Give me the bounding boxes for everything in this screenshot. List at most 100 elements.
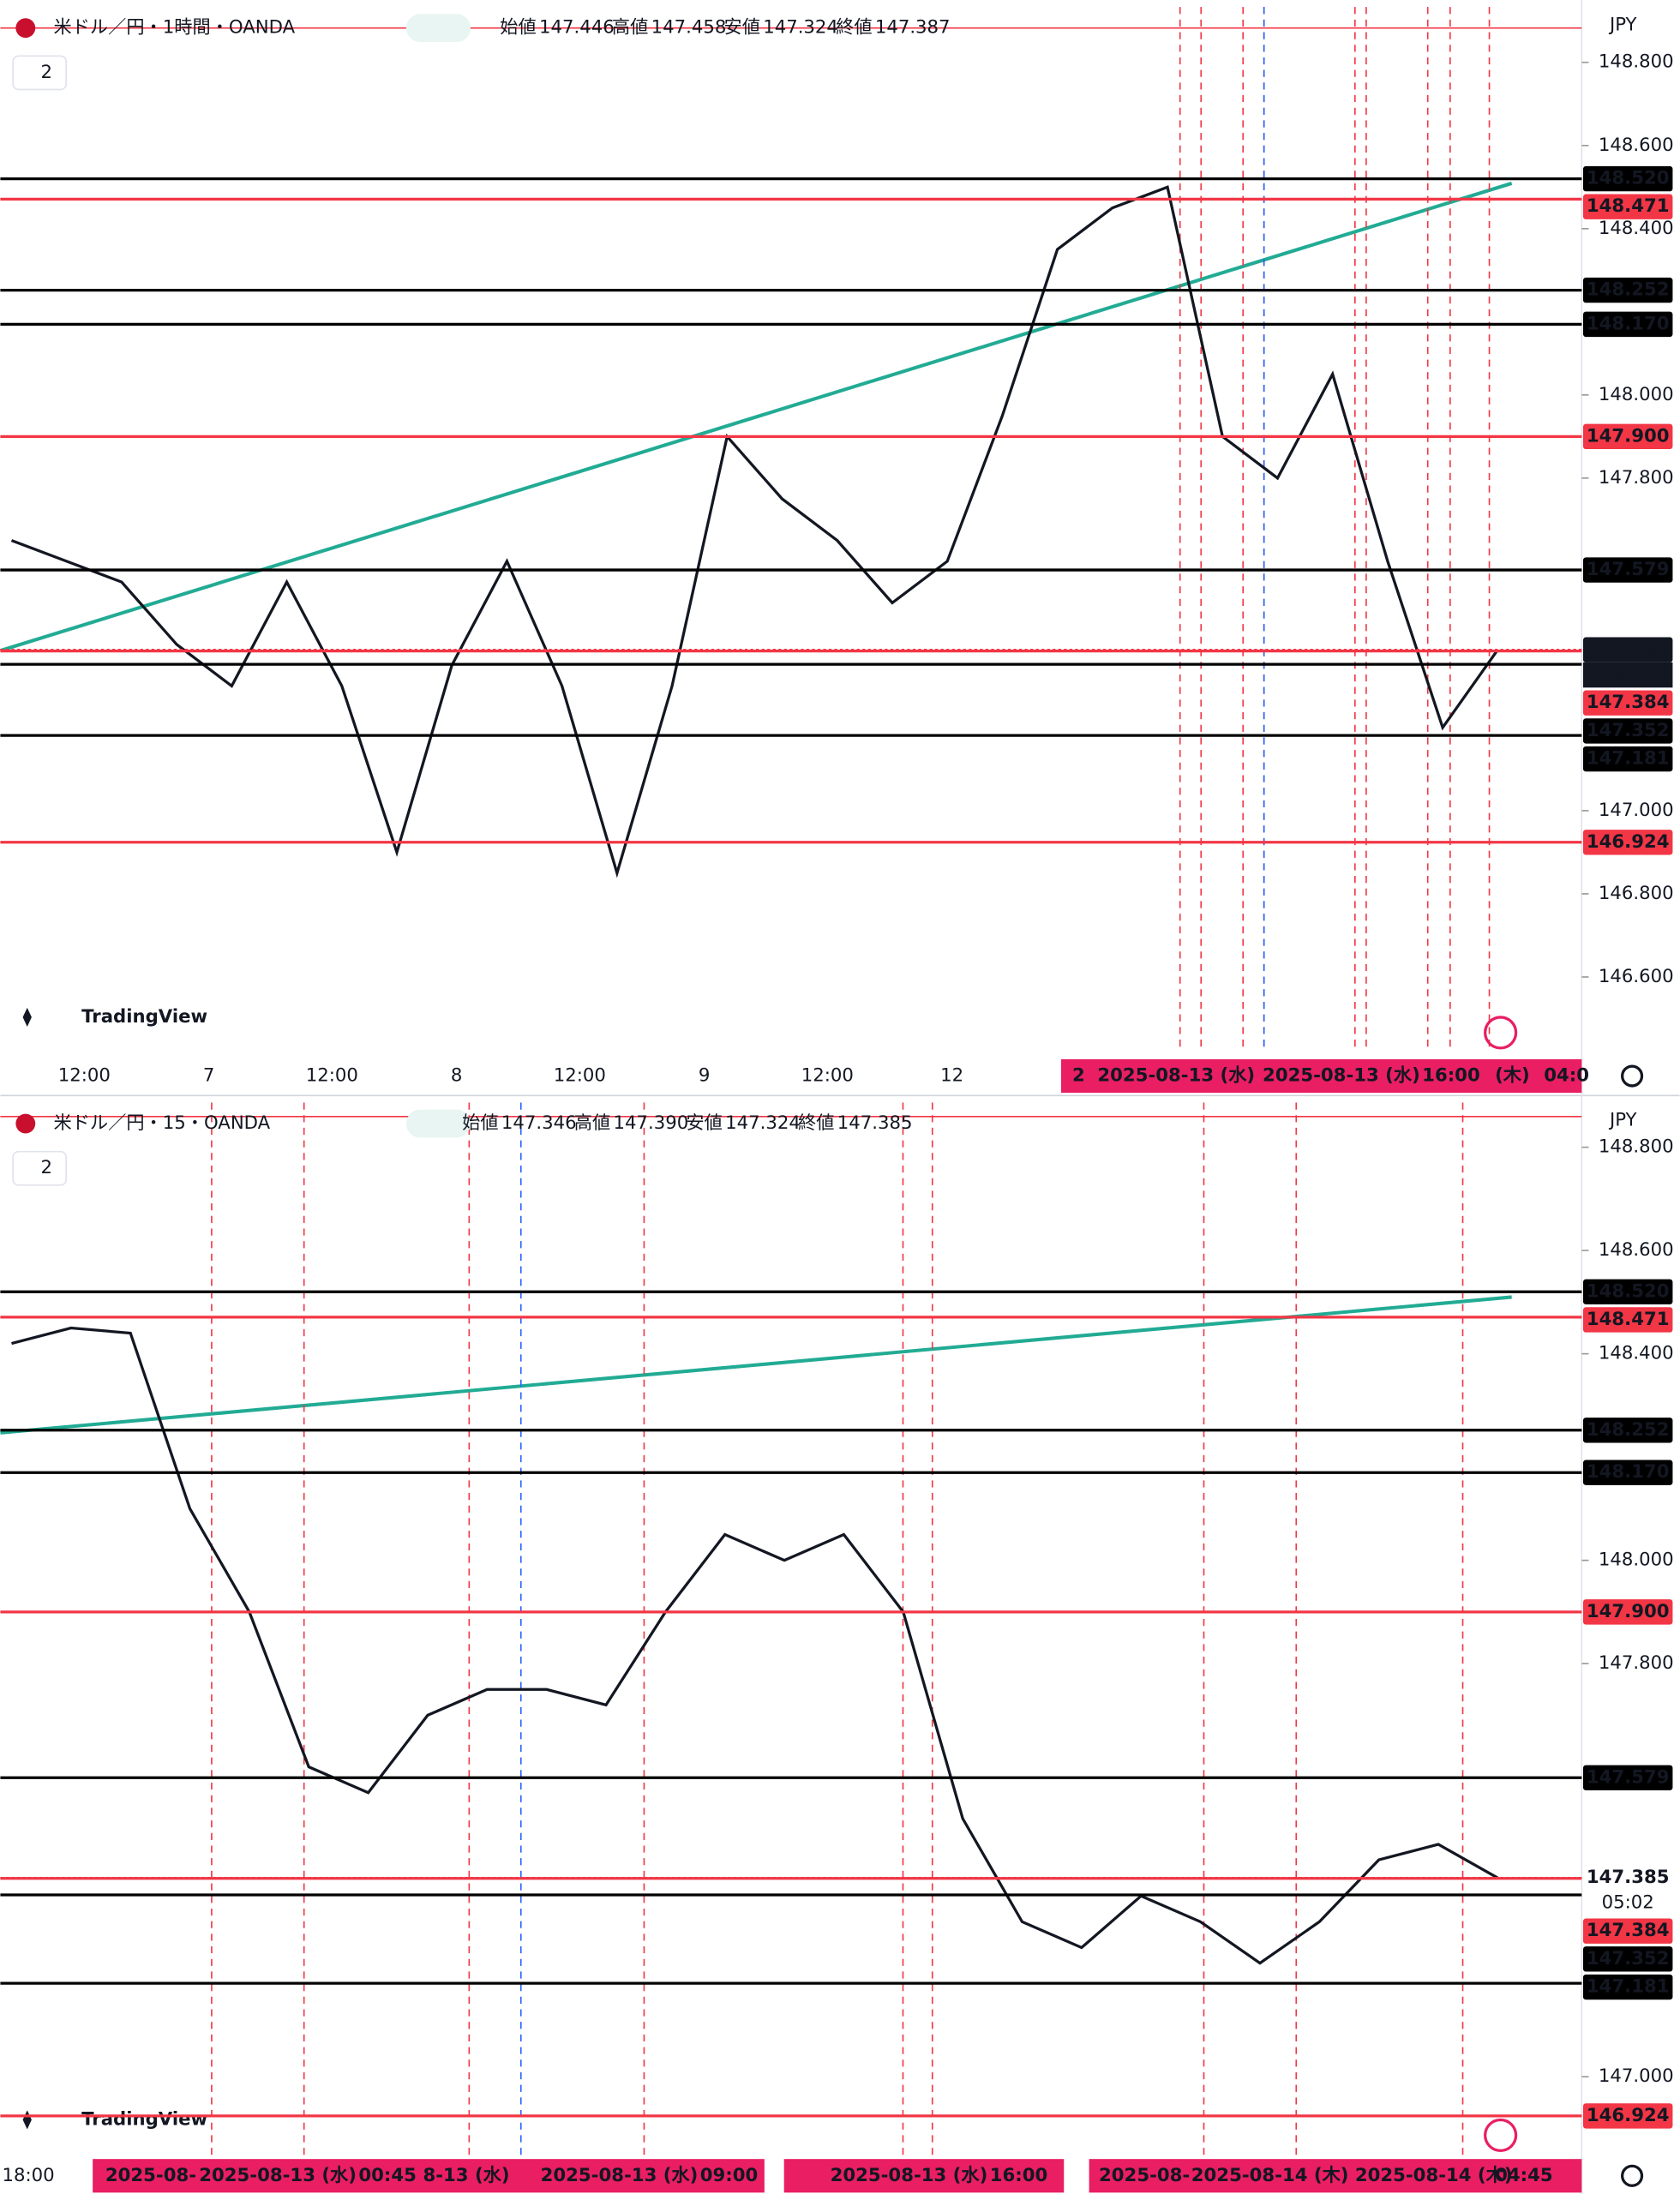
price-badge xyxy=(1582,718,1673,744)
y-tick-label: 146.600 xyxy=(1599,966,1674,987)
date-badge-bar xyxy=(783,2159,1065,2193)
date-badge-bar xyxy=(93,2159,765,2193)
date-badge-bar xyxy=(1060,1058,1582,1094)
settings-icon[interactable] xyxy=(1621,2164,1644,2187)
logo-icon: ⧫ xyxy=(23,1006,33,1028)
indicator-toggle[interactable] xyxy=(12,55,67,91)
price-badge xyxy=(1582,637,1673,662)
symbol: 米ドル／円・1時間・OANDA xyxy=(53,17,295,39)
time-label: 12:00 xyxy=(306,1065,358,1087)
indicator-toggle[interactable] xyxy=(12,1150,67,1186)
ohlc-value: 147.324 xyxy=(725,1112,801,1134)
y-tick-label: 148.000 xyxy=(1599,1550,1674,1571)
y-tick-label: 148.800 xyxy=(1599,51,1674,73)
ohlc-label: 高値 xyxy=(612,17,648,39)
price-badge-label: 148.170 xyxy=(1587,313,1670,334)
price-badge xyxy=(1582,557,1673,583)
alert-icon[interactable] xyxy=(1484,1016,1518,1050)
settings-icon[interactable] xyxy=(1621,1064,1644,1088)
trend-line xyxy=(0,181,1513,653)
date-badge: 2025-08-13 (水) xyxy=(541,2165,699,2186)
ohlc-value: 147.390 xyxy=(614,1112,689,1134)
date-badge: 2025-08-13 (水) xyxy=(1263,1065,1420,1087)
date-badge: 2025-08-13 (水) xyxy=(831,2165,988,2186)
price-badge-label: 148.471 xyxy=(1587,195,1670,217)
ohlc-label: 始値 xyxy=(500,17,536,39)
close-line xyxy=(11,1326,1499,1965)
date-badge: 8-13 (水) xyxy=(423,2165,509,2186)
date-badge-bar xyxy=(1089,2159,1582,2193)
y-tick-label: 148.400 xyxy=(1599,218,1674,239)
time-label: 12:00 xyxy=(801,1065,854,1087)
close-line xyxy=(10,185,1499,878)
symbol: 米ドル／円・15・OANDA xyxy=(53,1112,270,1134)
date-badge: 2025-08- xyxy=(1099,2165,1190,2186)
price-badge-label: 148.252 xyxy=(1587,279,1670,301)
price-badge xyxy=(1582,1418,1673,1443)
price-badge-label: 148.520 xyxy=(1587,168,1670,189)
time-label: 12 xyxy=(940,1065,963,1087)
price-badge-label: 147.900 xyxy=(1587,425,1670,447)
price-badge xyxy=(1582,1307,1673,1333)
time-label: 12:00 xyxy=(58,1065,111,1087)
price-badge-label: 148.471 xyxy=(1587,1309,1670,1330)
y-tick-label: 148.400 xyxy=(1599,1343,1674,1364)
price-badge-label: 147.352 xyxy=(1587,720,1670,741)
ohlc-value: 147.346 xyxy=(501,1112,577,1134)
y-tick-label: 147.800 xyxy=(1599,467,1674,489)
indicator-count: 2 xyxy=(41,1157,53,1178)
price-badge-label: 148.520 xyxy=(1587,1280,1670,1302)
ohlc-label: 終値 xyxy=(836,17,872,39)
date-badge: 2025-08-13 (水) xyxy=(199,2165,357,2186)
date-badge: 2025-08-14 (木) xyxy=(1191,2165,1349,2186)
alert-icon[interactable] xyxy=(1484,2118,1518,2153)
date-badge: 04:0 xyxy=(1544,1065,1589,1087)
price-badge xyxy=(1582,1279,1673,1305)
status-pill[interactable] xyxy=(405,1109,471,1138)
price-badge-label: 147.900 xyxy=(1587,1601,1670,1622)
price-badge-label: 147.181 xyxy=(1587,748,1670,770)
ohlc-value: 147.324 xyxy=(763,17,838,39)
y-tick-label: 147.000 xyxy=(1599,800,1674,821)
y-tick-label: 148.800 xyxy=(1599,1136,1674,1158)
price-badge-label: 148.252 xyxy=(1587,1419,1670,1441)
date-badge: 16:00 xyxy=(1422,1065,1480,1087)
trend-line xyxy=(0,1295,1512,1435)
ohlc-value: 147.387 xyxy=(875,17,951,39)
price-badge-label: 147.579 xyxy=(1587,1766,1670,1788)
date-badge: 2025-08- xyxy=(105,2165,196,2186)
logo: TradingView xyxy=(81,1006,207,1028)
date-badge: 2025-08-13 (水) xyxy=(1097,1065,1255,1087)
ohlc-label: 安値 xyxy=(686,1112,722,1134)
countdown: 04:33 xyxy=(1602,664,1654,686)
time-label: 9 xyxy=(699,1065,711,1087)
ohlc-value: 147.458 xyxy=(651,17,727,39)
price-badge-label: 146.924 xyxy=(1587,831,1670,853)
price-badge-label: 147.384 xyxy=(1587,1920,1670,1941)
indicator-count: 2 xyxy=(41,62,53,83)
ohlc-label: 終値 xyxy=(798,1112,834,1134)
currency: JPY xyxy=(1608,1110,1637,1131)
logo-icon: ⧫ xyxy=(23,2108,33,2130)
price-badge xyxy=(1582,311,1673,338)
status-pill[interactable] xyxy=(405,14,471,42)
time-label: 12:00 xyxy=(554,1065,606,1087)
price-badge xyxy=(1582,194,1673,219)
price-badge xyxy=(1582,2103,1673,2129)
ohlc-value: 147.385 xyxy=(837,1112,913,1134)
logo: TradingView xyxy=(81,2108,207,2130)
price-badge xyxy=(1582,1765,1673,1790)
ohlc-value: 147.446 xyxy=(539,17,615,39)
y-tick-label: 146.800 xyxy=(1599,883,1674,904)
price-badge xyxy=(1582,277,1673,303)
price-badge xyxy=(1582,1918,1673,1944)
price-badge-label: 147.384 xyxy=(1587,692,1670,713)
price-badge xyxy=(1582,1599,1673,1625)
y-tick-label: 148.000 xyxy=(1599,384,1674,405)
ohlc-label: 始値 xyxy=(462,1112,498,1134)
date-badge: 00:45 xyxy=(358,2165,417,2186)
flag-icon xyxy=(15,18,36,39)
time-label: 7 xyxy=(203,1065,215,1087)
currency: JPY xyxy=(1608,14,1637,35)
